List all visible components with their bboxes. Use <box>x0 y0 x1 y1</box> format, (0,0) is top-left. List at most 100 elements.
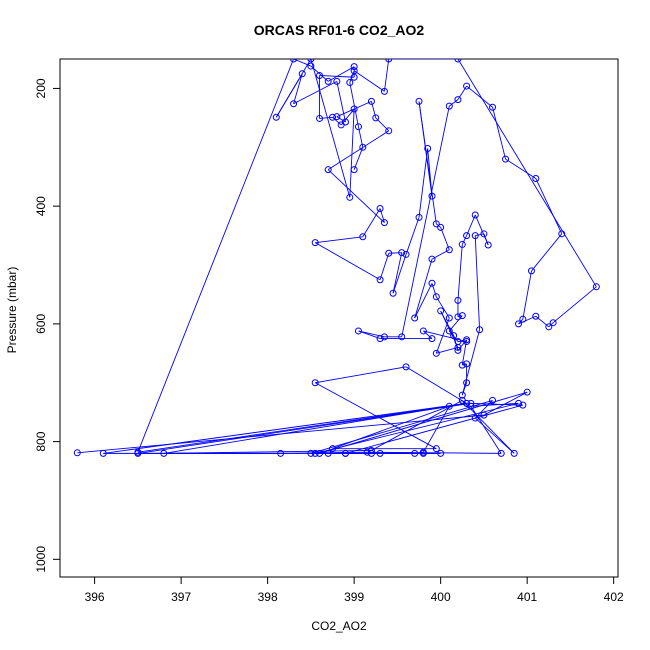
series-segment <box>315 366 407 384</box>
data-point <box>467 399 475 407</box>
data-point <box>454 296 462 304</box>
data-point <box>445 314 453 322</box>
series-segment <box>461 329 481 396</box>
data-point <box>450 332 458 340</box>
data-point <box>354 123 362 131</box>
series-segment <box>327 130 389 171</box>
data-point <box>432 445 440 453</box>
data-point <box>341 118 349 126</box>
series-segment <box>414 283 433 319</box>
data-point <box>471 414 479 422</box>
series-segment <box>319 391 528 454</box>
series-segment <box>483 391 528 416</box>
series-segment <box>349 70 355 83</box>
data-point <box>428 255 436 263</box>
series-segment <box>475 233 484 237</box>
data-point <box>458 240 466 248</box>
data-point <box>376 205 384 213</box>
data-point <box>445 102 453 110</box>
series-segment <box>431 283 437 297</box>
series-segment <box>367 451 502 454</box>
data-point <box>415 213 423 221</box>
data-point <box>329 445 337 453</box>
data-point <box>463 82 471 90</box>
x-tick-label: 400 <box>431 590 451 604</box>
data-point <box>428 192 436 200</box>
y-tick-label: 400 <box>34 196 48 216</box>
series-segment <box>310 399 493 454</box>
data-point <box>350 105 358 113</box>
series-segment <box>314 242 381 281</box>
series-segment <box>461 400 515 454</box>
data-point <box>73 449 81 457</box>
series-segment <box>327 169 385 223</box>
y-tick-label: 600 <box>34 314 48 334</box>
series-segment <box>336 81 346 123</box>
data-point <box>458 391 466 399</box>
series-segment <box>470 402 519 407</box>
data-point <box>532 174 540 182</box>
data-point <box>311 239 319 247</box>
data-point <box>437 307 445 315</box>
data-point <box>367 97 375 105</box>
data-point <box>454 96 462 104</box>
series-segment <box>414 451 424 454</box>
series-segment <box>474 214 489 246</box>
series-segment <box>422 406 450 453</box>
data-point <box>454 346 462 354</box>
series-segment <box>137 402 467 453</box>
data-point <box>463 399 471 407</box>
data-point <box>346 193 354 201</box>
data-point <box>437 223 445 231</box>
data-point <box>272 113 280 121</box>
data-point <box>160 449 168 457</box>
series-segment <box>423 330 433 339</box>
data-point <box>458 312 466 320</box>
series-segment <box>466 85 493 108</box>
y-tick-label: 800 <box>34 431 48 451</box>
data-point <box>376 335 384 343</box>
data-point <box>324 449 332 457</box>
x-tick-label: 397 <box>171 590 191 604</box>
data-point <box>329 113 337 121</box>
data-point <box>497 449 505 457</box>
data-point <box>372 114 380 122</box>
series-segment <box>383 59 390 92</box>
x-tick-label: 401 <box>517 590 537 604</box>
data-point <box>480 230 488 238</box>
series-segment <box>466 214 476 236</box>
series-segment <box>379 253 390 280</box>
series-segment <box>349 82 359 127</box>
data-point <box>454 313 462 321</box>
data-point <box>458 361 466 369</box>
series-segment <box>310 59 351 198</box>
series-segment <box>392 252 403 294</box>
series-segment <box>474 417 515 454</box>
series-segment <box>418 101 437 224</box>
data-point <box>454 338 462 346</box>
series-layer <box>73 59 600 457</box>
data-point <box>333 77 341 85</box>
data-point <box>367 449 375 457</box>
data-point <box>445 246 453 254</box>
series-segment <box>440 310 455 336</box>
series-segment <box>423 330 467 342</box>
series-segment <box>522 270 532 320</box>
data-point <box>519 315 527 323</box>
data-point <box>519 401 527 409</box>
data-point <box>592 283 600 291</box>
data-point <box>367 446 375 454</box>
data-point <box>515 320 523 328</box>
data-point <box>432 349 440 357</box>
data-point <box>316 114 324 122</box>
y-tick-label: 1000 <box>34 546 48 573</box>
series-segment <box>449 99 459 107</box>
x-axis: 396 397 398 399 400 401 402 <box>85 577 624 604</box>
series-segment <box>349 109 355 198</box>
series-segment <box>315 236 363 244</box>
data-point <box>463 232 471 240</box>
series-segment <box>401 106 450 337</box>
series-segment <box>353 70 385 92</box>
data-point <box>311 449 319 457</box>
